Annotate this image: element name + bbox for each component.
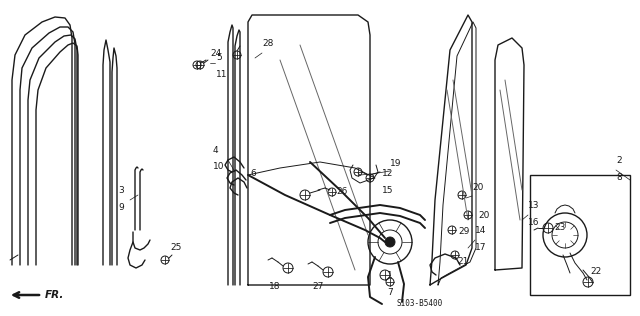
Text: S103-B5400: S103-B5400	[397, 299, 443, 308]
Text: 7: 7	[387, 288, 393, 297]
Text: 29: 29	[458, 228, 469, 236]
Text: 24: 24	[210, 49, 221, 58]
Text: 19: 19	[390, 159, 401, 168]
Text: 6: 6	[250, 168, 256, 178]
Text: 26: 26	[336, 187, 348, 197]
Text: 25: 25	[170, 243, 181, 252]
Text: 2: 2	[616, 156, 621, 165]
Text: 20: 20	[478, 210, 490, 220]
Text: 21: 21	[457, 257, 468, 266]
Text: 23: 23	[554, 223, 565, 233]
Text: 16: 16	[528, 218, 540, 227]
Text: FR.: FR.	[45, 290, 65, 300]
Text: 10: 10	[213, 162, 225, 171]
Text: 8: 8	[616, 173, 621, 182]
Text: 4: 4	[213, 146, 219, 155]
Text: 15: 15	[382, 186, 394, 195]
Text: 1: 1	[387, 271, 393, 280]
Text: 17: 17	[475, 243, 486, 252]
Text: 28: 28	[262, 39, 273, 48]
Text: 12: 12	[382, 169, 394, 178]
Text: 18: 18	[269, 282, 281, 291]
Text: 13: 13	[528, 201, 540, 210]
Text: 11: 11	[216, 70, 227, 79]
Bar	[530, 175, 630, 295]
Text: 5: 5	[216, 53, 221, 62]
Text: 3: 3	[118, 186, 124, 195]
Text: 9: 9	[118, 203, 124, 212]
Circle shape	[385, 237, 395, 247]
Text: 27: 27	[312, 282, 324, 291]
Text: 22: 22	[590, 268, 601, 276]
Text: 20: 20	[472, 183, 483, 192]
Text: 14: 14	[475, 226, 486, 235]
